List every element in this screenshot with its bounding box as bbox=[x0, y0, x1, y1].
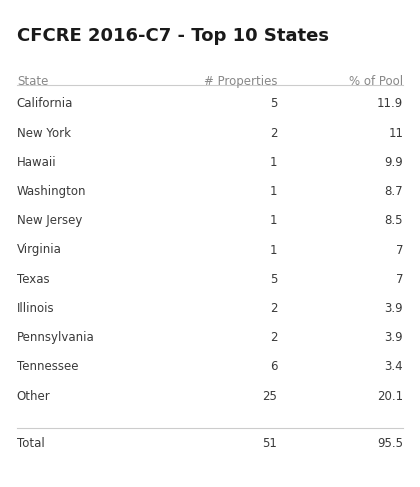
Text: Pennsylvania: Pennsylvania bbox=[17, 331, 94, 344]
Text: Hawaii: Hawaii bbox=[17, 156, 56, 169]
Text: Total: Total bbox=[17, 437, 45, 450]
Text: 1: 1 bbox=[270, 214, 277, 227]
Text: New York: New York bbox=[17, 127, 71, 140]
Text: 3.4: 3.4 bbox=[385, 360, 403, 374]
Text: % of Pool: % of Pool bbox=[349, 75, 403, 89]
Text: State: State bbox=[17, 75, 48, 89]
Text: 8.5: 8.5 bbox=[385, 214, 403, 227]
Text: Other: Other bbox=[17, 390, 50, 403]
Text: 1: 1 bbox=[270, 185, 277, 198]
Text: 20.1: 20.1 bbox=[377, 390, 403, 403]
Text: 25: 25 bbox=[262, 390, 277, 403]
Text: Washington: Washington bbox=[17, 185, 86, 198]
Text: 11: 11 bbox=[388, 127, 403, 140]
Text: 5: 5 bbox=[270, 97, 277, 111]
Text: 2: 2 bbox=[270, 331, 277, 344]
Text: 95.5: 95.5 bbox=[377, 437, 403, 450]
Text: 1: 1 bbox=[270, 156, 277, 169]
Text: 2: 2 bbox=[270, 127, 277, 140]
Text: Tennessee: Tennessee bbox=[17, 360, 78, 374]
Text: 9.9: 9.9 bbox=[384, 156, 403, 169]
Text: 8.7: 8.7 bbox=[385, 185, 403, 198]
Text: 1: 1 bbox=[270, 244, 277, 257]
Text: Illinois: Illinois bbox=[17, 302, 55, 315]
Text: New Jersey: New Jersey bbox=[17, 214, 82, 227]
Text: 7: 7 bbox=[396, 273, 403, 286]
Text: 51: 51 bbox=[262, 437, 277, 450]
Text: Texas: Texas bbox=[17, 273, 50, 286]
Text: 3.9: 3.9 bbox=[385, 331, 403, 344]
Text: 7: 7 bbox=[396, 244, 403, 257]
Text: California: California bbox=[17, 97, 73, 111]
Text: 6: 6 bbox=[270, 360, 277, 374]
Text: # Properties: # Properties bbox=[204, 75, 277, 89]
Text: 11.9: 11.9 bbox=[377, 97, 403, 111]
Text: 5: 5 bbox=[270, 273, 277, 286]
Text: CFCRE 2016-C7 - Top 10 States: CFCRE 2016-C7 - Top 10 States bbox=[17, 27, 329, 45]
Text: 2: 2 bbox=[270, 302, 277, 315]
Text: Virginia: Virginia bbox=[17, 244, 62, 257]
Text: 3.9: 3.9 bbox=[385, 302, 403, 315]
